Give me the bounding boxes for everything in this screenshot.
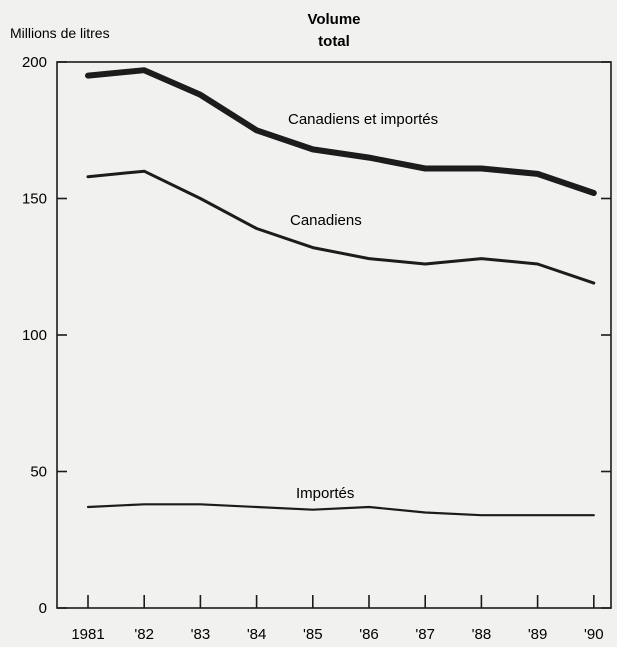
- y-tick-label-0: 0: [39, 600, 47, 617]
- chart-title-line-2: total: [318, 33, 350, 50]
- x-tick-label-0: 1981: [71, 626, 104, 643]
- x-tick-label-9: '90: [584, 626, 604, 643]
- y-axis-ticks: 0 50 100 150 200: [22, 54, 611, 617]
- series-label-canadiens: Canadiens: [290, 212, 362, 229]
- x-tick-label-8: '89: [528, 626, 548, 643]
- plot-frame: [56, 61, 612, 609]
- y-tick-label-100: 100: [22, 327, 47, 344]
- series-lines: [85, 67, 597, 517]
- x-tick-label-4: '85: [303, 626, 323, 643]
- x-tick-label-3: '84: [247, 626, 267, 643]
- series-line-1: [86, 169, 596, 285]
- x-axis-ticks: 1981 '82 '83 '84 '85 '86 '87 '88 '89 '90: [71, 595, 604, 643]
- x-tick-label-5: '86: [359, 626, 379, 643]
- chart-title-line-1: Volume: [307, 11, 360, 28]
- x-tick-label-2: '83: [191, 626, 211, 643]
- series-label-importes: Importés: [296, 485, 354, 502]
- y-axis-label: Millions de litres: [10, 25, 110, 41]
- y-tick-label-150: 150: [22, 191, 47, 208]
- x-tick-label-7: '88: [472, 626, 492, 643]
- x-tick-label-1: '82: [134, 626, 154, 643]
- y-tick-label-50: 50: [30, 464, 47, 481]
- series-line-0: [85, 67, 597, 196]
- series-line-2: [86, 503, 595, 517]
- x-tick-label-6: '87: [415, 626, 435, 643]
- series-label-canadiens-et-importes: Canadiens et importés: [288, 111, 438, 128]
- y-tick-label-200: 200: [22, 54, 47, 71]
